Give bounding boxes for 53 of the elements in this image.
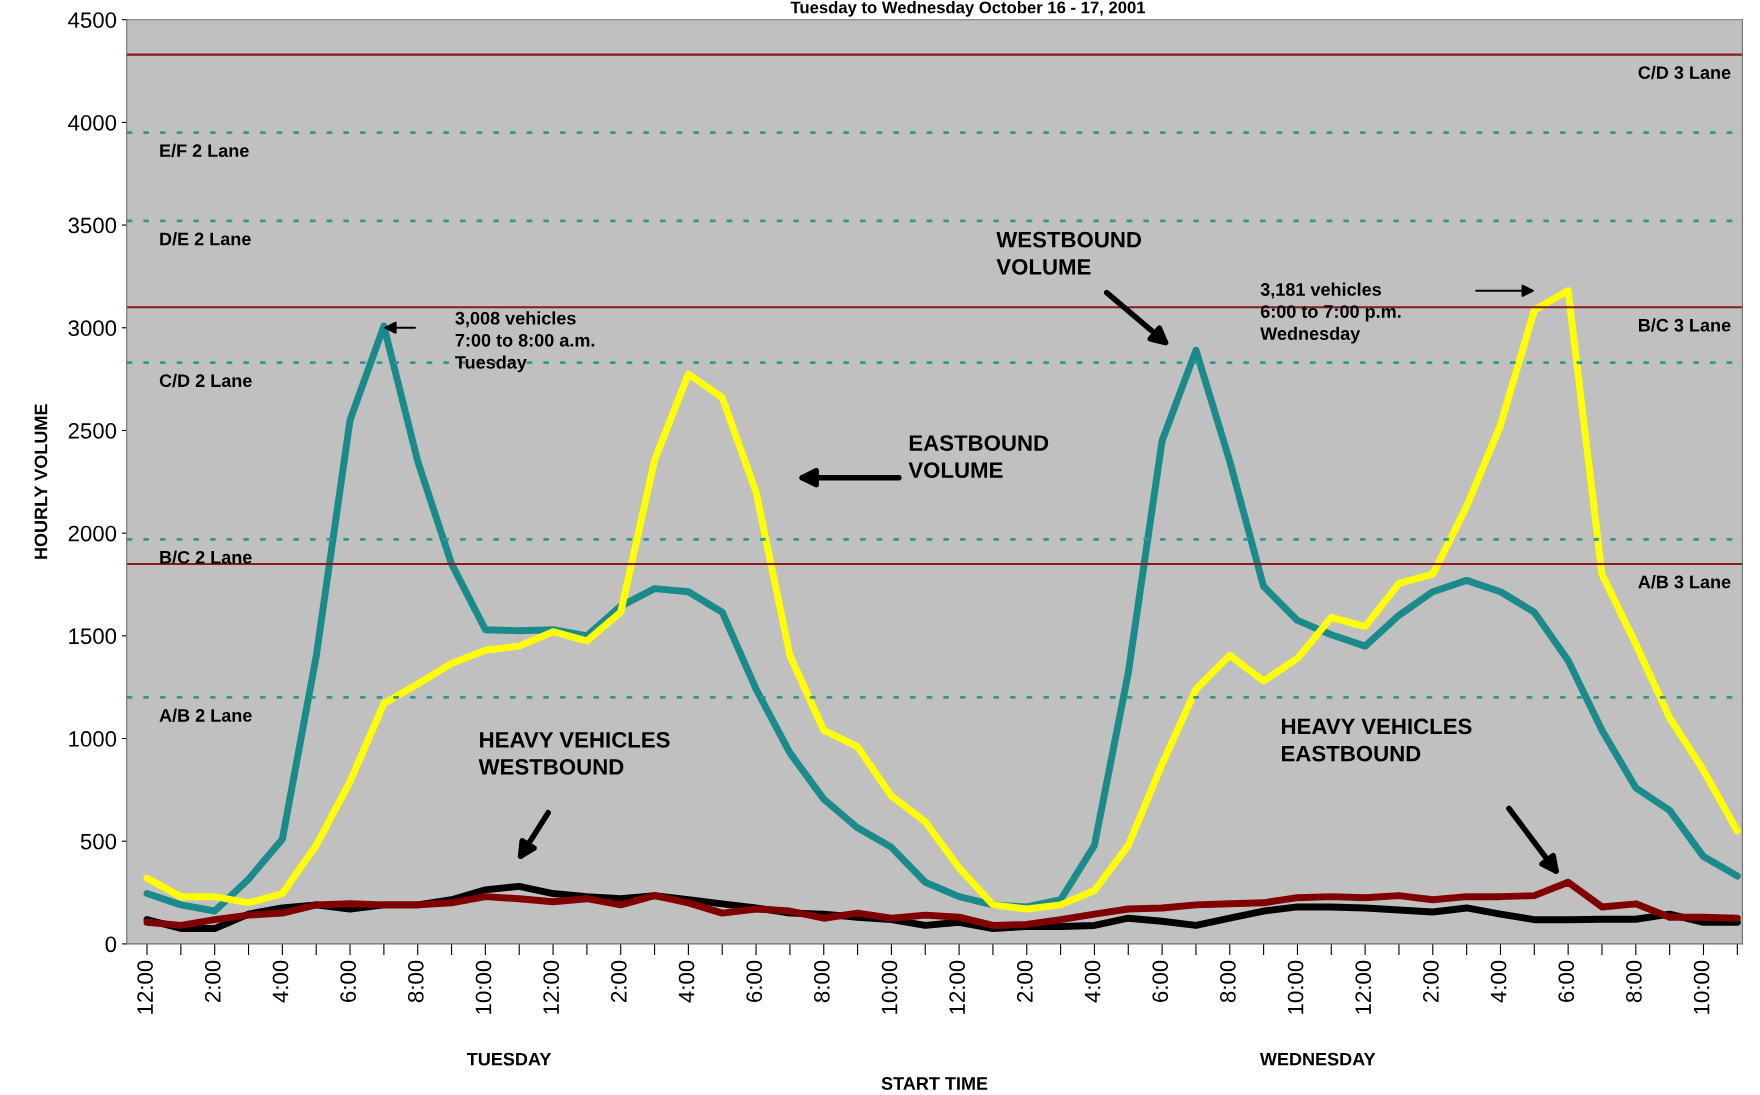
x-tick-label: 6:00 [1558, 960, 1575, 1002]
x-tick-label: 4:00 [678, 960, 695, 1003]
x-tick-label: 2:00 [204, 960, 221, 1002]
y-tick-label: 2000 [68, 525, 117, 542]
y-tick-label: 4000 [68, 114, 117, 131]
x-tick-label: 8:00 [1220, 960, 1236, 1003]
y-tick-label: 1000 [69, 731, 117, 747]
x-tick-label: 4:00 [272, 960, 289, 1003]
x-tick-label: 12:00 [137, 960, 153, 1014]
text: TUESDAY [466, 1052, 552, 1066]
y-tick-label: 4500 [68, 12, 117, 28]
ref-line-label: B/C 3 Lane [1638, 318, 1731, 332]
ref-line-label: E/F 2 Lane [160, 143, 249, 158]
x-tick-label: 10:00 [1693, 960, 1710, 1014]
annotation: HEAVY VEHICLES EASTBOUND [1282, 718, 1472, 762]
x-tick-label: 6:00 [340, 960, 356, 1002]
x-tick-label: 12:00 [949, 960, 966, 1014]
annotation: HEAVY VEHICLES WESTBOUND [478, 731, 670, 775]
x-tick-label: 12:00 [543, 960, 560, 1014]
x-tick-label: 12:00 [1355, 960, 1372, 1014]
x-tick-label: 10:00 [881, 960, 898, 1014]
x-tick-label: 8:00 [407, 960, 424, 1003]
y-axis-title: HOURLY VOLUME [34, 404, 48, 559]
x-axis-title: START TIME [881, 1077, 988, 1090]
x-tick-label: 6:00 [1152, 960, 1169, 1002]
x-tick-label: 10:00 [475, 960, 492, 1014]
text: WEDNESDAY [1259, 1052, 1376, 1066]
y-tick-label: 1500 [69, 628, 117, 645]
annotation: WESTBOUND VOLUME [996, 231, 1142, 275]
x-tick-label: 2:00 [1423, 960, 1439, 1002]
ref-line-label: C/D 3 Lane [1638, 65, 1731, 80]
y-tick-label: 3500 [68, 217, 117, 234]
annotation: 3,008 vehicles 7:00 to 8:00 a.m. Tuesday [455, 311, 595, 373]
y-tick-label: 0 [105, 936, 117, 953]
x-tick-label: 4:00 [1490, 960, 1507, 1003]
x-tick-label: 6:00 [746, 960, 763, 1002]
ref-line-label: C/D 2 Lane [159, 373, 252, 388]
x-tick-label: 8:00 [813, 960, 830, 1003]
ref-line-label: A/B 3 Lane [1638, 575, 1731, 589]
y-tick-label: 2500 [68, 422, 117, 439]
ref-line-label: B/C 2 Lane [160, 550, 252, 564]
y-tick-label: 500 [80, 833, 117, 850]
x-tick-label: 2:00 [610, 960, 627, 1002]
x-tick-label: 4:00 [1084, 960, 1101, 1003]
ref-line-label: A/B 2 Lane [159, 708, 252, 722]
annotation: 3,181 vehicles 6:00 to 7:00 p.m. Wednesday [1260, 282, 1401, 344]
annotation: EASTBOUND VOLUME [908, 435, 1049, 479]
x-tick-label: 8:00 [1626, 960, 1642, 1003]
chart-title: Tuesday to Wednesday October 16 - 17, 2001 [790, 1, 1146, 17]
ref-line-label: D/E 2 Lane [160, 232, 251, 246]
y-tick-label: 3000 [68, 320, 117, 337]
x-tick-label: 2:00 [1016, 960, 1033, 1002]
x-tick-label: 10:00 [1287, 960, 1304, 1014]
